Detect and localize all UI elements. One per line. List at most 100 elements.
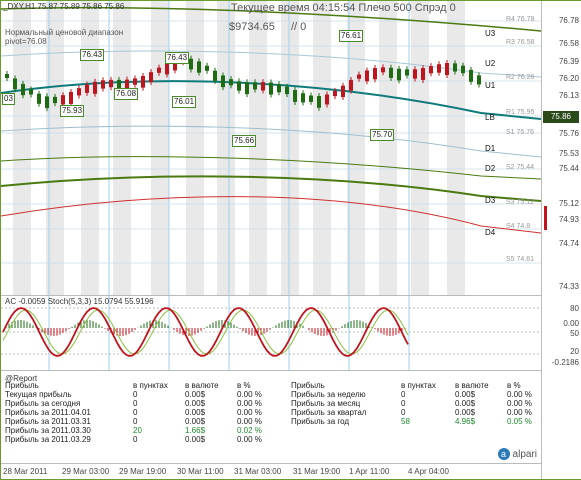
price-tick: 74.93: [558, 215, 579, 224]
report-cell: 0.00 %: [237, 417, 262, 426]
candle-body: [5, 74, 9, 78]
report-header: в пунктах: [401, 381, 436, 390]
report-row: Текущая прибыль 0 0.00$ 0.00 %: [3, 390, 264, 399]
report-cell: 0.00$: [455, 408, 476, 417]
price-box: 76.08: [114, 88, 139, 100]
session-shade: [347, 1, 365, 295]
price-tick: 76.13: [558, 91, 579, 100]
candle-body: [365, 70, 369, 82]
session-shade: [151, 1, 169, 295]
price-box: 76.61: [339, 30, 364, 42]
report-row: Прибыль за 2011.03.30 20 1.66$ 0.02 %: [3, 426, 264, 435]
indicator-label: AC -0.0059 Stoch(5,3,3) 15.0794 55.9196: [5, 297, 154, 306]
candle-body: [389, 67, 393, 78]
level-u1: U1: [485, 81, 496, 90]
candle-body: [125, 79, 129, 89]
balance-label: $9734.65: [229, 21, 275, 33]
candle-body: [45, 96, 49, 109]
report-title: @Report: [5, 374, 38, 383]
candle-body: [245, 82, 249, 95]
candle-body: [229, 79, 233, 86]
report-cell: 0: [133, 408, 138, 417]
candle-body: [429, 66, 433, 74]
time-axis[interactable]: 28 Mar 2011 29 Mar 03:00 29 Mar 19:00 30…: [1, 463, 541, 480]
price-tick: 74.33: [558, 282, 579, 291]
candle-body: [325, 94, 329, 105]
report-cell: 0.00 %: [507, 399, 532, 408]
candle-body: [437, 64, 441, 73]
candle-body: [373, 68, 377, 80]
candle-body: [357, 74, 361, 79]
session-shade: [186, 1, 204, 295]
pivot-r2: R2 76.26: [506, 74, 535, 81]
session-shade: [249, 1, 267, 295]
report-row: Прибыль за 2011.04.01 0 0.00$ 0.00 %: [3, 408, 264, 417]
report-header-row: Прибыль в пунктах в валюте в %: [289, 381, 534, 390]
report-cell: 20: [133, 426, 142, 435]
indicator-pane[interactable]: AC -0.0059 Stoch(5,3,3) 15.0794 55.9196: [1, 295, 541, 370]
report-cell: Прибыль за 2011.03.31: [5, 417, 91, 426]
candle-body: [213, 70, 217, 81]
current-price-marker: 75.86: [543, 111, 579, 123]
candle-body: [381, 67, 385, 73]
report-cell: 0.00$: [185, 408, 206, 417]
session-shade: [313, 1, 331, 295]
report-header: в валюте: [185, 381, 219, 390]
report-cell: 0.00$: [185, 417, 206, 426]
report-cell: Текущая прибыль: [5, 390, 72, 399]
price-tick: 75.76: [558, 129, 579, 138]
report-cell: Прибыль за 2011.03.30: [5, 426, 91, 435]
pivot-s5: S5 74.61: [506, 256, 535, 263]
candle-body: [205, 65, 209, 71]
report-row: Прибыль за неделю 0 0.00$ 0.00 %: [289, 390, 534, 399]
indicator-tick: 0.00: [563, 319, 579, 328]
report-row: Прибыль за сегодня 0 0.00$ 0.00 %: [3, 399, 264, 408]
report-cell: 0: [133, 390, 138, 399]
candle-body: [173, 59, 177, 71]
candle-body: [93, 81, 97, 94]
candle-body: [341, 85, 345, 98]
report-cell: Прибыль за неделю: [291, 390, 366, 399]
candle-body: [397, 68, 401, 81]
candle-body: [261, 82, 265, 91]
pivot-s1: S1 75.76: [506, 129, 535, 136]
price-axis[interactable]: 76.78 76.58 76.39 76.20 76.13 75.86 75.7…: [541, 1, 581, 479]
price-box: 75.93: [60, 105, 85, 117]
report-cell: 0.00 %: [237, 390, 262, 399]
level-d4: D4: [485, 228, 496, 237]
report-cell: 0.00 %: [507, 408, 532, 417]
time-tick: 4 Apr 04:00: [408, 467, 449, 476]
indicator-tick: 80: [570, 304, 579, 313]
report-row: Прибыль за 2011.03.29 0 0.00$ 0.00 %: [3, 435, 264, 444]
indicator-svg: [1, 296, 541, 370]
report-cell: Прибыль за квартал: [291, 408, 367, 417]
candle-body: [237, 81, 241, 91]
price-tick: 75.12: [558, 199, 579, 208]
report-cell: 0.00$: [455, 399, 476, 408]
report-cell: 4.96$: [455, 417, 476, 426]
candle-body: [461, 65, 465, 74]
report-row: Прибыль за 2011.03.31 0 0.00$ 0.00 %: [3, 417, 264, 426]
price-box: 76.01: [172, 96, 197, 108]
price-box: 75.66: [232, 135, 257, 147]
candle-body: [453, 63, 457, 72]
report-header: в %: [237, 381, 251, 390]
price-chart[interactable]: _DXY,H1 75.87 75.89 75.86 75.86 Текущее …: [1, 1, 541, 295]
session-shade: [217, 1, 235, 295]
band-d3: [1, 175, 541, 202]
session-shade: [13, 1, 31, 295]
price-box: 75.70: [370, 129, 395, 141]
report-row: Прибыль за месяц 0 0.00$ 0.00 %: [289, 399, 534, 408]
candle-body: [197, 61, 201, 73]
session-shade: [447, 1, 465, 295]
report-cell: 0.00$: [455, 390, 476, 399]
session-shade: [46, 1, 64, 295]
price-tick: 76.78: [558, 16, 579, 25]
candle-body: [333, 90, 337, 97]
indicator-tick: -0.2186: [551, 358, 579, 367]
candle-body: [277, 84, 281, 93]
candle-body: [221, 75, 225, 88]
candle-body: [109, 79, 113, 88]
candle-body: [421, 68, 425, 80]
